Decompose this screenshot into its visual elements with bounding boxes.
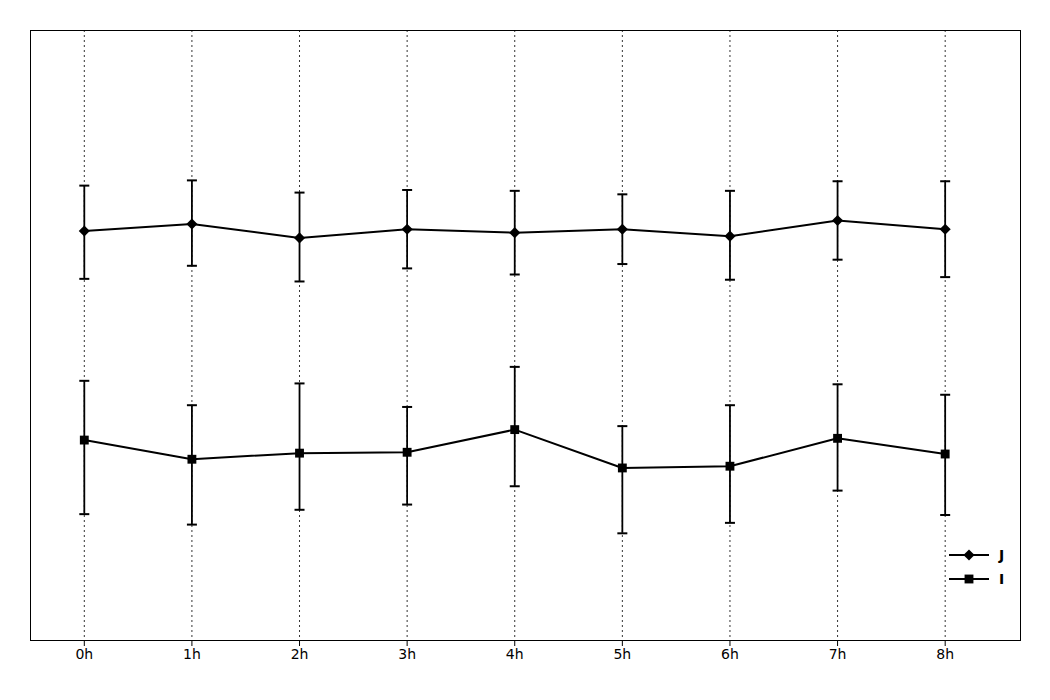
svg-text:4h: 4h — [506, 646, 524, 662]
svg-text:8h: 8h — [936, 646, 954, 662]
svg-text:7h: 7h — [829, 646, 847, 662]
svg-text:5h: 5h — [613, 646, 631, 662]
html-text:I: I — [998, 571, 1005, 588]
svg-text:3h: 3h — [398, 646, 416, 662]
svg-text:2h: 2h — [291, 646, 309, 662]
html-text:J: J — [998, 547, 1005, 564]
svg-text:0h: 0h — [75, 646, 93, 662]
svg-text:6h: 6h — [721, 646, 739, 662]
svg-text:1h: 1h — [183, 646, 201, 662]
